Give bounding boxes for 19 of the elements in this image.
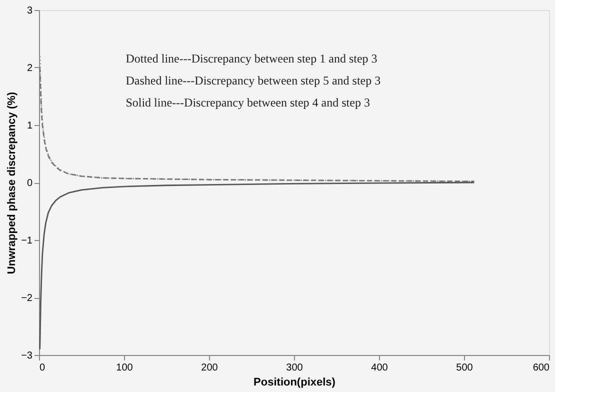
annotation: Solid line---Discrepancy between step 4 and step 3 (126, 95, 370, 110)
x-axis-title: Position(pixels) (254, 376, 336, 388)
x-tick-label: 200 (201, 362, 218, 374)
x-tick-label: 300 (286, 362, 304, 374)
y-tick-label: 3 (26, 6, 33, 16)
annotation: Dotted line---Discrepancy between step 1 and step 3 (126, 51, 378, 66)
y-tick-label: 1 (26, 120, 33, 132)
annotation: Dashed line---Discrepancy between step 5 and step 3 (126, 73, 381, 88)
y-tick-label: 0 (26, 178, 33, 189)
x-tick-label: 500 (456, 362, 474, 374)
x-tick-label: 0 (40, 362, 46, 374)
y-axis-title: Unwrapped phase discrepancy (%) (6, 92, 18, 274)
y-tick-label: −1 (21, 236, 33, 246)
x-tick-label: 400 (371, 362, 388, 374)
y-tick-label: 2 (26, 63, 33, 74)
x-tick-label: 600 (532, 362, 550, 374)
y-tick-label: −3 (21, 350, 33, 362)
x-tick-label: 100 (116, 362, 134, 374)
y-tick-label: −2 (21, 293, 33, 304)
